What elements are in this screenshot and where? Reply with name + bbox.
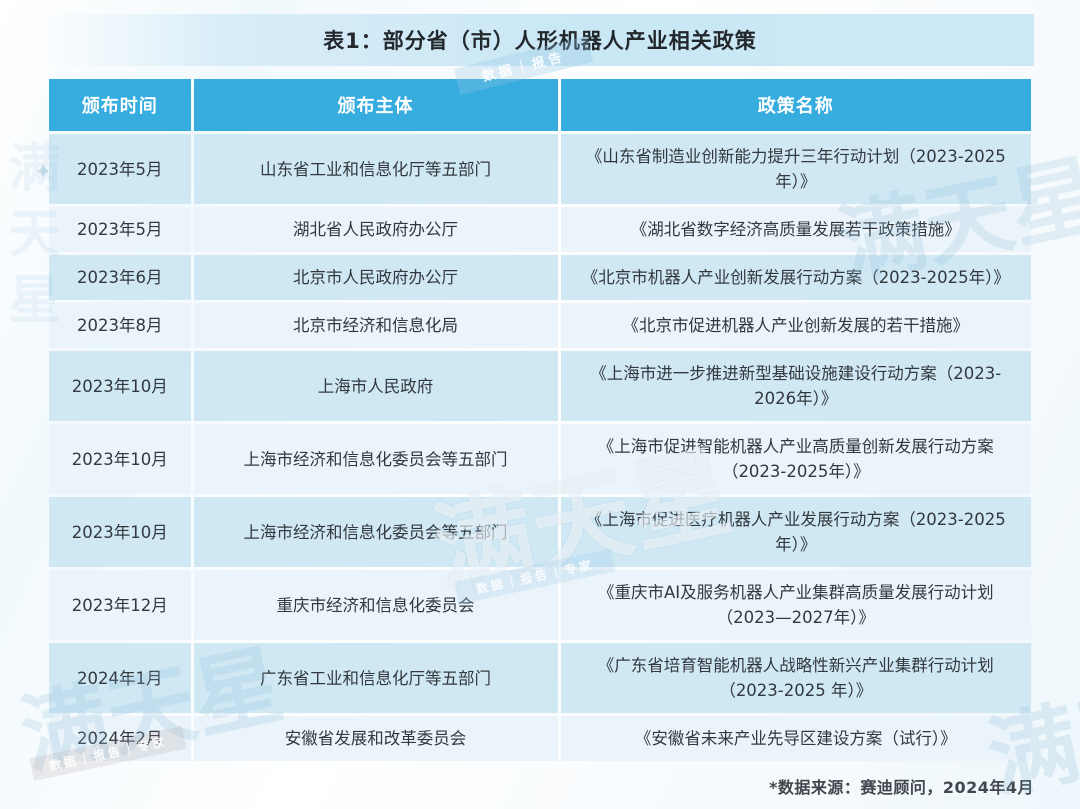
cell-issuer: 上海市经济和信息化委员会等五部门	[193, 497, 558, 567]
table-header: 颁布时间 颁布主体 政策名称	[49, 79, 1031, 131]
table-title: 表1：部分省（市）人形机器人产业相关政策	[323, 29, 757, 53]
cell-time: 2023年5月	[49, 207, 191, 252]
cell-issuer: 安徽省发展和改革委员会	[193, 716, 558, 761]
column-header-issuer: 颁布主体	[193, 79, 558, 131]
cell-time: 2024年2月	[49, 716, 191, 761]
cell-time: 2023年10月	[49, 424, 191, 494]
policy-table: 颁布时间 颁布主体 政策名称 2023年5月 山东省工业和信息化厅等五部门 《山东省…	[46, 76, 1034, 764]
policy-table-wrapper: 颁布时间 颁布主体 政策名称 2023年5月 山东省工业和信息化厅等五部门 《山东省…	[46, 76, 1034, 764]
table-row: 2023年6月 北京市人民政府办公厅 《北京市机器人产业创新发展行动方案（2023-…	[49, 255, 1031, 300]
cell-issuer: 北京市人民政府办公厅	[193, 255, 558, 300]
cell-time: 2023年12月	[49, 570, 191, 640]
cell-policy: 《上海市进一步推进新型基础设施建设行动方案（2023-2026年）》	[560, 351, 1031, 421]
cell-time: 2023年10月	[49, 497, 191, 567]
cell-issuer: 北京市经济和信息化局	[193, 303, 558, 348]
table-row: 2023年10月 上海市经济和信息化委员会等五部门 《上海市促进医疗机器人产业发展行…	[49, 497, 1031, 567]
table-row: 2023年8月 北京市经济和信息化局 《北京市促进机器人产业创新发展的若干措施》	[49, 303, 1031, 348]
table-row: 2023年5月 湖北省人民政府办公厅 《湖北省数字经济高质量发展若干政策措施》	[49, 207, 1031, 252]
table-row: 2024年2月 安徽省发展和改革委员会 《安徽省未来产业先导区建设方案（试行）》	[49, 716, 1031, 761]
column-header-policy: 政策名称	[560, 79, 1031, 131]
cell-issuer: 山东省工业和信息化厅等五部门	[193, 134, 558, 204]
table-title-band: 表1：部分省（市）人形机器人产业相关政策	[46, 14, 1034, 66]
cell-issuer: 广东省工业和信息化厅等五部门	[193, 643, 558, 713]
cell-policy: 《安徽省未来产业先导区建设方案（试行）》	[560, 716, 1031, 761]
cell-time: 2023年10月	[49, 351, 191, 421]
cell-time: 2024年1月	[49, 643, 191, 713]
data-source-note: *数据来源：赛迪顾问，2024年4月	[768, 778, 1034, 797]
cell-policy: 《上海市促进智能机器人产业高质量创新发展行动方案（2023-2025年）》	[560, 424, 1031, 494]
cell-policy: 《北京市机器人产业创新发展行动方案（2023-2025年）》	[560, 255, 1031, 300]
cell-policy: 《北京市促进机器人产业创新发展的若干措施》	[560, 303, 1031, 348]
table-body: 2023年5月 山东省工业和信息化厅等五部门 《山东省制造业创新能力提升三年行动计划…	[49, 134, 1031, 761]
table-row: 2023年10月 上海市经济和信息化委员会等五部门 《上海市促进智能机器人产业高质量…	[49, 424, 1031, 494]
cell-issuer: 上海市经济和信息化委员会等五部门	[193, 424, 558, 494]
table-row: 2023年10月 上海市人民政府 《上海市进一步推进新型基础设施建设行动方案（202…	[49, 351, 1031, 421]
table-row: 2024年1月 广东省工业和信息化厅等五部门 《广东省培育智能机器人战略性新兴产业集…	[49, 643, 1031, 713]
table-row: 2023年12月 重庆市经济和信息化委员会 《重庆市AI及服务机器人产业集群高质量发…	[49, 570, 1031, 640]
cell-policy: 《上海市促进医疗机器人产业发展行动方案（2023-2025年）》	[560, 497, 1031, 567]
column-header-time: 颁布时间	[49, 79, 191, 131]
cell-time: 2023年6月	[49, 255, 191, 300]
cell-policy: 《湖北省数字经济高质量发展若干政策措施》	[560, 207, 1031, 252]
cell-policy: 《重庆市AI及服务机器人产业集群高质量发展行动计划（2023—2027年）》	[560, 570, 1031, 640]
cell-policy: 《山东省制造业创新能力提升三年行动计划（2023-2025年）》	[560, 134, 1031, 204]
cell-policy: 《广东省培育智能机器人战略性新兴产业集群行动计划（2023-2025 年）》	[560, 643, 1031, 713]
table-row: 2023年5月 山东省工业和信息化厅等五部门 《山东省制造业创新能力提升三年行动计划…	[49, 134, 1031, 204]
cell-time: 2023年8月	[49, 303, 191, 348]
cell-issuer: 上海市人民政府	[193, 351, 558, 421]
cell-issuer: 湖北省人民政府办公厅	[193, 207, 558, 252]
cell-time: 2023年5月	[49, 134, 191, 204]
cell-issuer: 重庆市经济和信息化委员会	[193, 570, 558, 640]
